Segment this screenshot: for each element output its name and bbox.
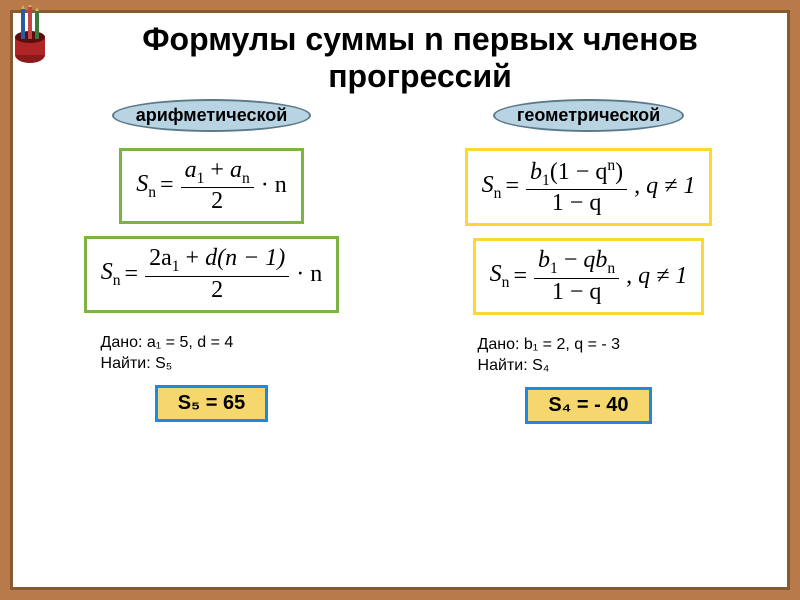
pencil-holder-icon	[5, 5, 55, 65]
geom-given: Дано: b₁ = 2, q = - 3 Найти: S₄	[408, 335, 620, 377]
arithmetic-column: арифметической Sn = a1 + an 2	[31, 99, 393, 424]
page-title: Формулы суммы n первых членов прогрессий	[13, 13, 787, 99]
outer-frame: Формулы суммы n первых членов прогрессий…	[0, 0, 800, 600]
geometric-column: геометрической Sn = b1(1 − qn) 1 − q , q…	[408, 99, 770, 424]
arithmetic-pill: арифметической	[112, 99, 312, 132]
arith-formula-2: Sn = 2a1 + d(n − 1) 2 · n	[101, 245, 323, 304]
arith-given-line1: Дано: a₁ = 5, d = 4	[101, 333, 234, 354]
geom-formula-2-box: Sn = b1 − qbn 1 − q , q ≠ 1	[473, 238, 705, 315]
arith-answer: S₅ = 65	[155, 385, 269, 422]
geom-given-line2: Найти: S₄	[478, 356, 620, 377]
arith-formula-2-box: Sn = 2a1 + d(n − 1) 2 · n	[84, 236, 340, 313]
arith-formula-1-box: Sn = a1 + an 2 · n	[119, 148, 303, 225]
geom-given-line1: Дано: b₁ = 2, q = - 3	[478, 335, 620, 356]
inner-frame: Формулы суммы n первых членов прогрессий…	[10, 10, 790, 590]
arith-given: Дано: a₁ = 5, d = 4 Найти: S₅	[31, 333, 234, 375]
geom-formula-1: Sn = b1(1 − qn) 1 − q , q ≠ 1	[482, 157, 696, 218]
geom-formula-1-box: Sn = b1(1 − qn) 1 − q , q ≠ 1	[465, 148, 713, 227]
arith-given-line2: Найти: S₅	[101, 354, 234, 375]
arith-formula-1: Sn = a1 + an 2 · n	[136, 157, 286, 216]
geom-formula-2: Sn = b1 − qbn 1 − q , q ≠ 1	[490, 247, 688, 306]
columns-container: арифметической Sn = a1 + an 2	[13, 99, 787, 424]
geom-answer: S₄ = - 40	[525, 387, 651, 424]
geometric-pill: геометрической	[493, 99, 684, 132]
